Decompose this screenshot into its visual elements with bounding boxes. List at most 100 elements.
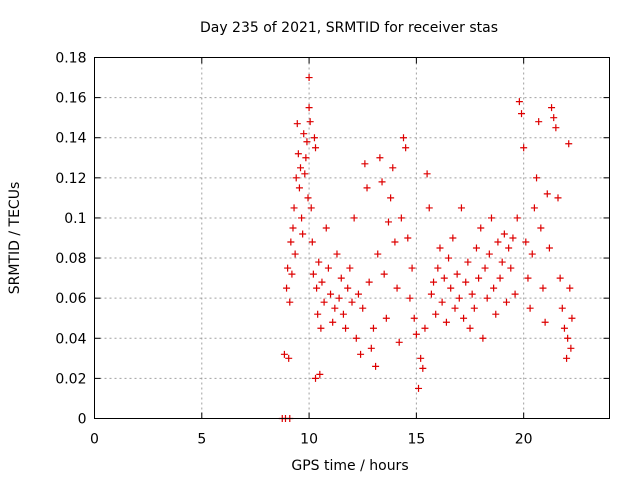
data-point (359, 304, 367, 312)
data-point (298, 214, 306, 222)
y-tick-label: 0.14 (55, 131, 86, 147)
data-point (346, 264, 354, 272)
data-point (520, 144, 528, 152)
data-point (374, 250, 382, 258)
data-point (449, 234, 457, 242)
data-point (565, 140, 573, 148)
y-tick-label: 0.1 (64, 211, 86, 227)
data-point (302, 154, 310, 162)
y-tick-label: 0.16 (55, 91, 86, 107)
data-point (344, 284, 352, 292)
data-point (421, 324, 429, 332)
data-point (494, 238, 502, 246)
data-point (503, 298, 510, 306)
data-point (350, 214, 358, 222)
data-point (554, 194, 562, 202)
data-point (294, 150, 302, 158)
data-point (550, 114, 558, 122)
data-point (320, 298, 328, 306)
data-point (357, 350, 365, 358)
data-point (563, 354, 571, 362)
data-point (541, 318, 549, 326)
data-point (280, 350, 288, 358)
data-point (384, 218, 392, 226)
data-point (283, 284, 291, 292)
data-point (479, 334, 487, 342)
data-point (415, 384, 423, 392)
data-point (400, 134, 407, 142)
data-point (475, 274, 483, 282)
data-point (526, 304, 534, 312)
data-point (304, 194, 312, 202)
data-point (522, 238, 530, 246)
data-point (324, 264, 332, 272)
data-point (524, 274, 532, 282)
data-point (305, 74, 313, 82)
data-point (342, 324, 350, 332)
data-point (552, 124, 560, 132)
data-point (288, 270, 296, 278)
data-point (528, 250, 536, 258)
y-tick-label: 0.04 (55, 331, 86, 347)
data-point (339, 310, 347, 318)
data-point (438, 298, 446, 306)
data-point (472, 244, 480, 252)
data-point (548, 104, 556, 112)
data-point (543, 190, 551, 198)
y-axis-label: SRMTID / TECUs (7, 182, 23, 295)
data-point (518, 110, 526, 118)
x-tick-label: 15 (407, 432, 425, 448)
data-point (372, 362, 380, 370)
data-point (477, 224, 485, 232)
data-points (278, 74, 576, 422)
data-point (300, 130, 308, 138)
data-point (382, 314, 390, 322)
data-point (445, 254, 453, 262)
x-tick-label: 0 (90, 432, 99, 448)
data-point (511, 290, 519, 298)
data-point (468, 290, 476, 298)
data-point (500, 230, 508, 238)
data-point (310, 134, 318, 142)
data-point (515, 98, 523, 106)
data-point (408, 264, 416, 272)
data-point (369, 324, 377, 332)
data-point (455, 294, 463, 302)
data-point (453, 270, 461, 278)
y-tick-label: 0.08 (55, 251, 86, 267)
data-point (289, 224, 297, 232)
data-point (365, 278, 373, 286)
data-point (406, 294, 414, 302)
data-point (466, 324, 474, 332)
data-point (352, 334, 360, 342)
data-point (412, 330, 420, 338)
data-point (537, 224, 545, 232)
data-point (483, 294, 491, 302)
data-point (316, 370, 324, 378)
chart-title: Day 235 of 2021, SRMTID for receiver sta… (200, 20, 498, 36)
data-point (492, 310, 500, 318)
data-point (490, 284, 498, 292)
data-point (545, 244, 553, 252)
data-point (451, 304, 459, 312)
data-point (299, 230, 307, 238)
data-point (496, 274, 504, 282)
data-point (425, 204, 433, 212)
grid (94, 57, 610, 419)
data-point (393, 284, 401, 292)
data-point (404, 234, 412, 242)
data-point (423, 170, 431, 178)
data-point (287, 238, 295, 246)
x-axis-label: GPS time / hours (291, 458, 408, 474)
data-point (564, 334, 572, 342)
data-point (568, 314, 576, 322)
data-point (312, 374, 320, 382)
data-point (297, 164, 304, 172)
data-point (447, 284, 455, 292)
data-point (387, 194, 395, 202)
data-point (303, 138, 311, 146)
data-point (485, 250, 493, 258)
data-point (318, 278, 326, 286)
data-point (430, 278, 438, 286)
